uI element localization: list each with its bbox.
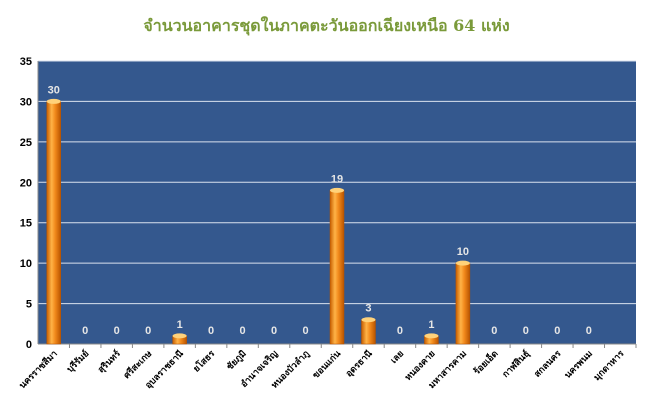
data-label: 30: [48, 84, 60, 96]
data-label: 0: [491, 325, 497, 337]
bar: [361, 319, 376, 345]
y-tick-label: 25: [20, 137, 32, 149]
data-label: 10: [457, 246, 469, 258]
data-label: 1: [177, 319, 183, 331]
data-label: 0: [114, 325, 120, 337]
bar: [455, 262, 471, 345]
y-tick-label: 15: [20, 218, 32, 230]
x-tick-label: ศรีสะเกษ: [122, 348, 155, 381]
data-label: 0: [523, 325, 529, 337]
x-tick-label: นครพนม: [563, 349, 595, 381]
y-tick-label: 35: [20, 56, 32, 68]
data-label: 1: [428, 319, 434, 331]
bar-cap: [424, 333, 439, 339]
data-label: 0: [554, 325, 560, 337]
x-tick-label: อุดรธานี: [344, 348, 376, 380]
bar-cap: [330, 187, 344, 193]
bar: [46, 101, 61, 345]
x-tick-label: ยโสธร: [190, 348, 217, 375]
x-tick-label: นครราชสีมา: [17, 348, 60, 391]
data-label: 0: [271, 325, 277, 337]
chart-title: จำนวนอาคารชุดในภาคตะวันออกเฉียงเหนือ 64 …: [143, 16, 510, 35]
y-tick-label: 5: [26, 299, 32, 311]
x-tick-label: ชัยภูมิ: [224, 348, 248, 372]
x-tick-label: สกลนคร: [533, 349, 564, 380]
x-tick-label: สุรินทร์: [95, 348, 123, 376]
bar-cap: [172, 333, 187, 339]
data-label: 0: [82, 325, 88, 337]
y-tick-label: 30: [20, 96, 32, 108]
data-label: 0: [208, 325, 214, 337]
x-tick-label: กาฬสินธุ์: [500, 348, 532, 380]
data-label: 3: [365, 303, 371, 315]
data-label: 0: [397, 325, 403, 337]
y-tick-label: 0: [26, 339, 32, 351]
x-tick-label: ร้อยเอ็ด: [470, 347, 500, 377]
x-tick-label: มุกดาหาร: [592, 349, 626, 383]
bar-cap: [361, 317, 376, 323]
y-tick-label: 20: [20, 177, 32, 189]
data-label: 19: [331, 173, 343, 185]
data-label: 0: [240, 325, 246, 337]
bar-cap: [46, 98, 61, 104]
bar-cap: [455, 260, 470, 266]
data-label: 0: [145, 325, 151, 337]
y-tick-label: 10: [20, 258, 32, 270]
x-tick-label: บุรีรัมย์: [64, 348, 91, 375]
data-label: 0: [302, 325, 308, 337]
data-label: 0: [586, 325, 592, 337]
x-tick-label: ขอนแก่น: [311, 348, 344, 381]
bar: [329, 190, 345, 345]
x-tick-label: เลย: [389, 349, 406, 366]
